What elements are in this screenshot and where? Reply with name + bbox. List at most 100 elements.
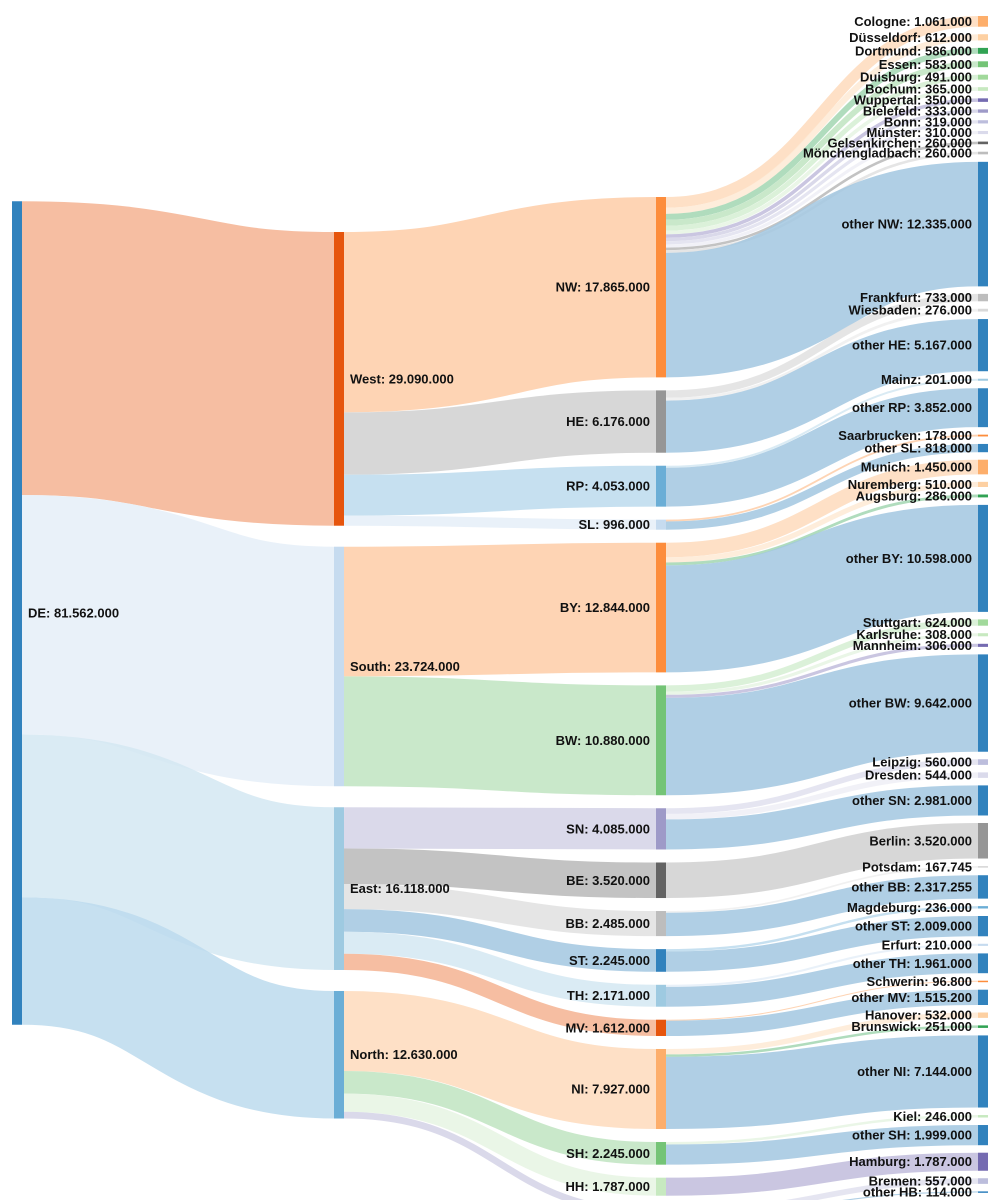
- node-other-NI[interactable]: [978, 1035, 988, 1108]
- node-Erfurt[interactable]: [978, 943, 988, 946]
- node-BY[interactable]: [656, 542, 666, 673]
- label-Bielefeld: Bielefeld: 333.000: [863, 104, 972, 119]
- node-West[interactable]: [334, 232, 344, 526]
- link-North-HB: [343, 1111, 585, 1200]
- node-Potsdam[interactable]: [978, 866, 988, 868]
- node-Essen[interactable]: [978, 61, 988, 68]
- link-BB-other BB: [665, 875, 979, 937]
- node-other-HE[interactable]: [978, 319, 988, 372]
- label-Gelsenkirchen: Gelsenkirchen: 260.000: [827, 135, 972, 150]
- node-SL[interactable]: [656, 519, 666, 530]
- link-NI-other NI: [665, 1035, 979, 1130]
- node-BE[interactable]: [656, 862, 666, 899]
- label-Munich: Munich: 1.450.000: [861, 460, 972, 475]
- node-BB[interactable]: [656, 911, 666, 937]
- node-other-ST[interactable]: [978, 916, 988, 937]
- node-Mönchengladbach[interactable]: [978, 151, 988, 155]
- node-other-SL[interactable]: [978, 443, 988, 453]
- label-Schwerin: Schwerin: 96.800: [867, 974, 973, 989]
- node-Schwerin[interactable]: [978, 980, 988, 983]
- node-other-HB[interactable]: [978, 1191, 988, 1193]
- node-South[interactable]: [334, 546, 344, 787]
- node-MV[interactable]: [656, 1019, 666, 1036]
- node-Cologne[interactable]: [978, 16, 988, 27]
- link-East-BE: [343, 848, 657, 899]
- node-Wiesbaden[interactable]: [978, 308, 988, 312]
- node-Hamburg[interactable]: [978, 1152, 988, 1171]
- node-Berlin[interactable]: [978, 822, 988, 859]
- link-DE-East: [20, 734, 336, 970]
- node-HH[interactable]: [656, 1177, 666, 1196]
- node-Dresden[interactable]: [978, 772, 988, 778]
- link-BW-Mannheim: [665, 643, 979, 698]
- label-Duisburg: Duisburg: 491.000: [860, 70, 972, 85]
- node-Mainz[interactable]: [978, 378, 988, 381]
- node-Magdeburg[interactable]: [978, 906, 988, 909]
- label-South: South: 23.724.000: [350, 659, 460, 674]
- node-Bielefeld[interactable]: [978, 109, 988, 113]
- node-Bonn[interactable]: [978, 120, 988, 124]
- node-Stuttgart[interactable]: [978, 619, 988, 626]
- node-Karlsruhe[interactable]: [978, 633, 988, 637]
- node-other-MV[interactable]: [978, 989, 988, 1006]
- node-SH[interactable]: [656, 1142, 666, 1165]
- link-HB-Bremen: [786, 1178, 979, 1200]
- node-Mannheim[interactable]: [978, 643, 988, 647]
- node-Saarbrucken[interactable]: [978, 434, 988, 437]
- node-Münster[interactable]: [978, 130, 988, 135]
- node-Munich[interactable]: [978, 459, 988, 475]
- link-HE-Frankfurt: [665, 293, 979, 398]
- node-Bremen[interactable]: [978, 1178, 988, 1184]
- node-other-BB[interactable]: [978, 875, 988, 899]
- link-TH-other TH: [665, 953, 979, 1007]
- node-ST[interactable]: [656, 949, 666, 972]
- node-SN[interactable]: [656, 808, 666, 850]
- node-other-BW[interactable]: [978, 654, 988, 752]
- node-Nuremberg[interactable]: [978, 481, 988, 487]
- node-other-BY[interactable]: [978, 504, 988, 612]
- label-Hamburg: Hamburg: 1.787.000: [849, 1154, 972, 1169]
- node-other-SN[interactable]: [978, 785, 988, 816]
- node-DE[interactable]: [12, 201, 22, 1025]
- node-East[interactable]: [334, 807, 344, 970]
- label-HE: HE: 6.176.000: [566, 414, 650, 429]
- label-other-NI: other NI: 7.144.000: [857, 1064, 972, 1079]
- node-TH[interactable]: [656, 984, 666, 1007]
- node-North[interactable]: [334, 990, 344, 1119]
- node-Wuppertal[interactable]: [978, 98, 988, 102]
- node-Düsseldorf[interactable]: [978, 34, 988, 41]
- label-other-BW: other BW: 9.642.000: [849, 696, 972, 711]
- label-layer: DE: 81.562.000 West: 29.090.000 South: 23.…: [28, 14, 972, 1200]
- link-North-NI: [343, 990, 657, 1130]
- link-BW-Stuttgart: [665, 619, 979, 692]
- link-MV-other MV: [665, 989, 979, 1036]
- node-Bochum[interactable]: [978, 87, 988, 91]
- label-Cologne: Cologne: 1.061.000: [854, 14, 972, 29]
- link-NW-Bielefeld: [665, 109, 979, 242]
- label-other-SL: other SL: 818.000: [864, 441, 972, 456]
- node-other-NW[interactable]: [978, 161, 988, 287]
- node-other-SH[interactable]: [978, 1125, 988, 1146]
- node-Frankfurt[interactable]: [978, 293, 988, 302]
- node-Gelsenkirchen[interactable]: [978, 141, 988, 145]
- node-Hanover[interactable]: [978, 1012, 988, 1018]
- node-other-TH[interactable]: [978, 953, 988, 974]
- node-Dortmund[interactable]: [978, 47, 988, 54]
- node-BW[interactable]: [656, 685, 666, 796]
- node-NI[interactable]: [656, 1048, 666, 1130]
- link-HH-Hamburg: [665, 1152, 979, 1196]
- node-HE[interactable]: [656, 390, 666, 453]
- label-West: West: 29.090.000: [350, 371, 454, 386]
- node-Kiel[interactable]: [978, 1115, 988, 1118]
- node-Brunswick[interactable]: [978, 1025, 988, 1028]
- node-NW[interactable]: [656, 197, 666, 378]
- node-Leipzig[interactable]: [978, 759, 988, 765]
- link-NW-Bochum: [665, 87, 979, 235]
- link-BB-Potsdam: [665, 866, 979, 913]
- node-RP[interactable]: [656, 465, 666, 507]
- node-Augsburg[interactable]: [978, 494, 988, 498]
- link-DE-North: [20, 897, 336, 1119]
- node-Duisburg[interactable]: [978, 74, 988, 80]
- node-other-RP[interactable]: [978, 388, 988, 428]
